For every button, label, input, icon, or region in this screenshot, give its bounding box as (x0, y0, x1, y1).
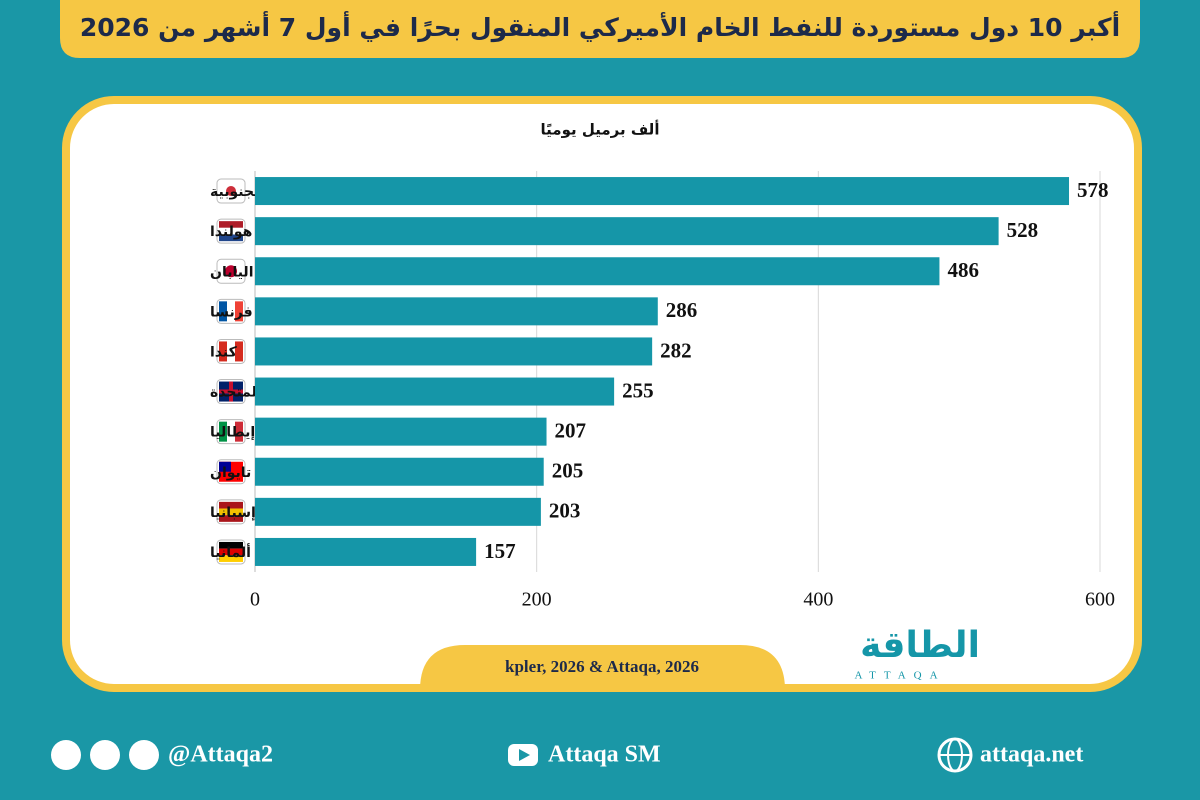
unit-label: ألف برميل يوميًا (541, 120, 660, 139)
bar (255, 217, 999, 246)
logo: الطاقة (860, 625, 980, 666)
flag-part (219, 541, 243, 549)
value-label: 255 (622, 378, 654, 402)
bar (255, 537, 477, 566)
y-tick-label: ألمانيا (210, 543, 251, 561)
flag-part (219, 501, 243, 509)
flag (216, 178, 246, 204)
flag-part (219, 421, 227, 442)
flag-part (225, 265, 237, 278)
bar (255, 377, 615, 406)
footer-social: @Attaqa2 (168, 742, 273, 768)
flag-part (235, 421, 243, 442)
source: kpler, 2026 & Attaqa, 2026 (505, 657, 699, 676)
x-tick-label: 0 (250, 589, 260, 611)
flag-part (219, 515, 243, 522)
flag-part (235, 341, 243, 362)
footer-youtube: Attaqa SM (548, 742, 661, 768)
bar (255, 457, 544, 486)
footer-website: attaqa.net (980, 742, 1083, 768)
flag-part (227, 301, 235, 322)
value-label: 286 (666, 298, 698, 322)
flag-part (219, 555, 243, 562)
x-tick-label: 200 (522, 589, 552, 611)
value-label: 282 (660, 338, 692, 362)
flag (216, 379, 246, 405)
bar (255, 497, 541, 526)
x-tick-label: 400 (803, 589, 833, 611)
flag-part (219, 221, 243, 228)
flag-part (235, 301, 243, 322)
value-label: 207 (555, 418, 587, 442)
flag-part (227, 421, 235, 442)
flag (216, 459, 246, 485)
flag-part (226, 186, 236, 197)
y-tick-label: اليابان (210, 264, 254, 280)
footer-icons (51, 737, 973, 773)
flag-part (219, 301, 227, 322)
bar (255, 257, 940, 286)
flag (216, 258, 246, 284)
flag-part (219, 508, 243, 516)
bar (255, 297, 658, 326)
value-label: 578 (1077, 178, 1109, 202)
flag (216, 419, 246, 445)
value-label: 528 (1007, 218, 1039, 242)
flag (216, 539, 246, 565)
x-tick-label: 600 (1085, 589, 1115, 611)
flag (216, 298, 246, 324)
flag (216, 218, 246, 244)
y-tick-label: تايوان (210, 465, 251, 481)
flag (216, 499, 246, 525)
value-label: 486 (947, 258, 979, 282)
bar (255, 337, 653, 366)
value-label: 203 (549, 499, 581, 523)
value-label: 157 (484, 539, 516, 563)
y-tick-label: فرنسا (210, 304, 253, 320)
flag (216, 338, 246, 364)
flag-part (219, 227, 243, 235)
title-banner (60, 0, 1140, 58)
value-label: 205 (552, 459, 584, 483)
chart-title: أكبر 10 دول مستوردة للنفط الخام الأميركي… (80, 11, 1120, 43)
flag-part (219, 341, 227, 362)
flag-part (219, 234, 243, 242)
y-tick-label: هولندا (210, 224, 252, 240)
bar (255, 417, 547, 446)
source-pill (420, 645, 785, 690)
y-tick-label: إيطاليا (210, 425, 255, 441)
y-tick-label: كندا (210, 344, 238, 360)
bar (255, 177, 1070, 206)
logo-latin: ATTAQA (854, 670, 945, 682)
flag-part (227, 341, 235, 362)
flag-part (219, 548, 243, 556)
y-tick-label: إسبانيا (210, 505, 256, 521)
flag-part (219, 461, 231, 472)
